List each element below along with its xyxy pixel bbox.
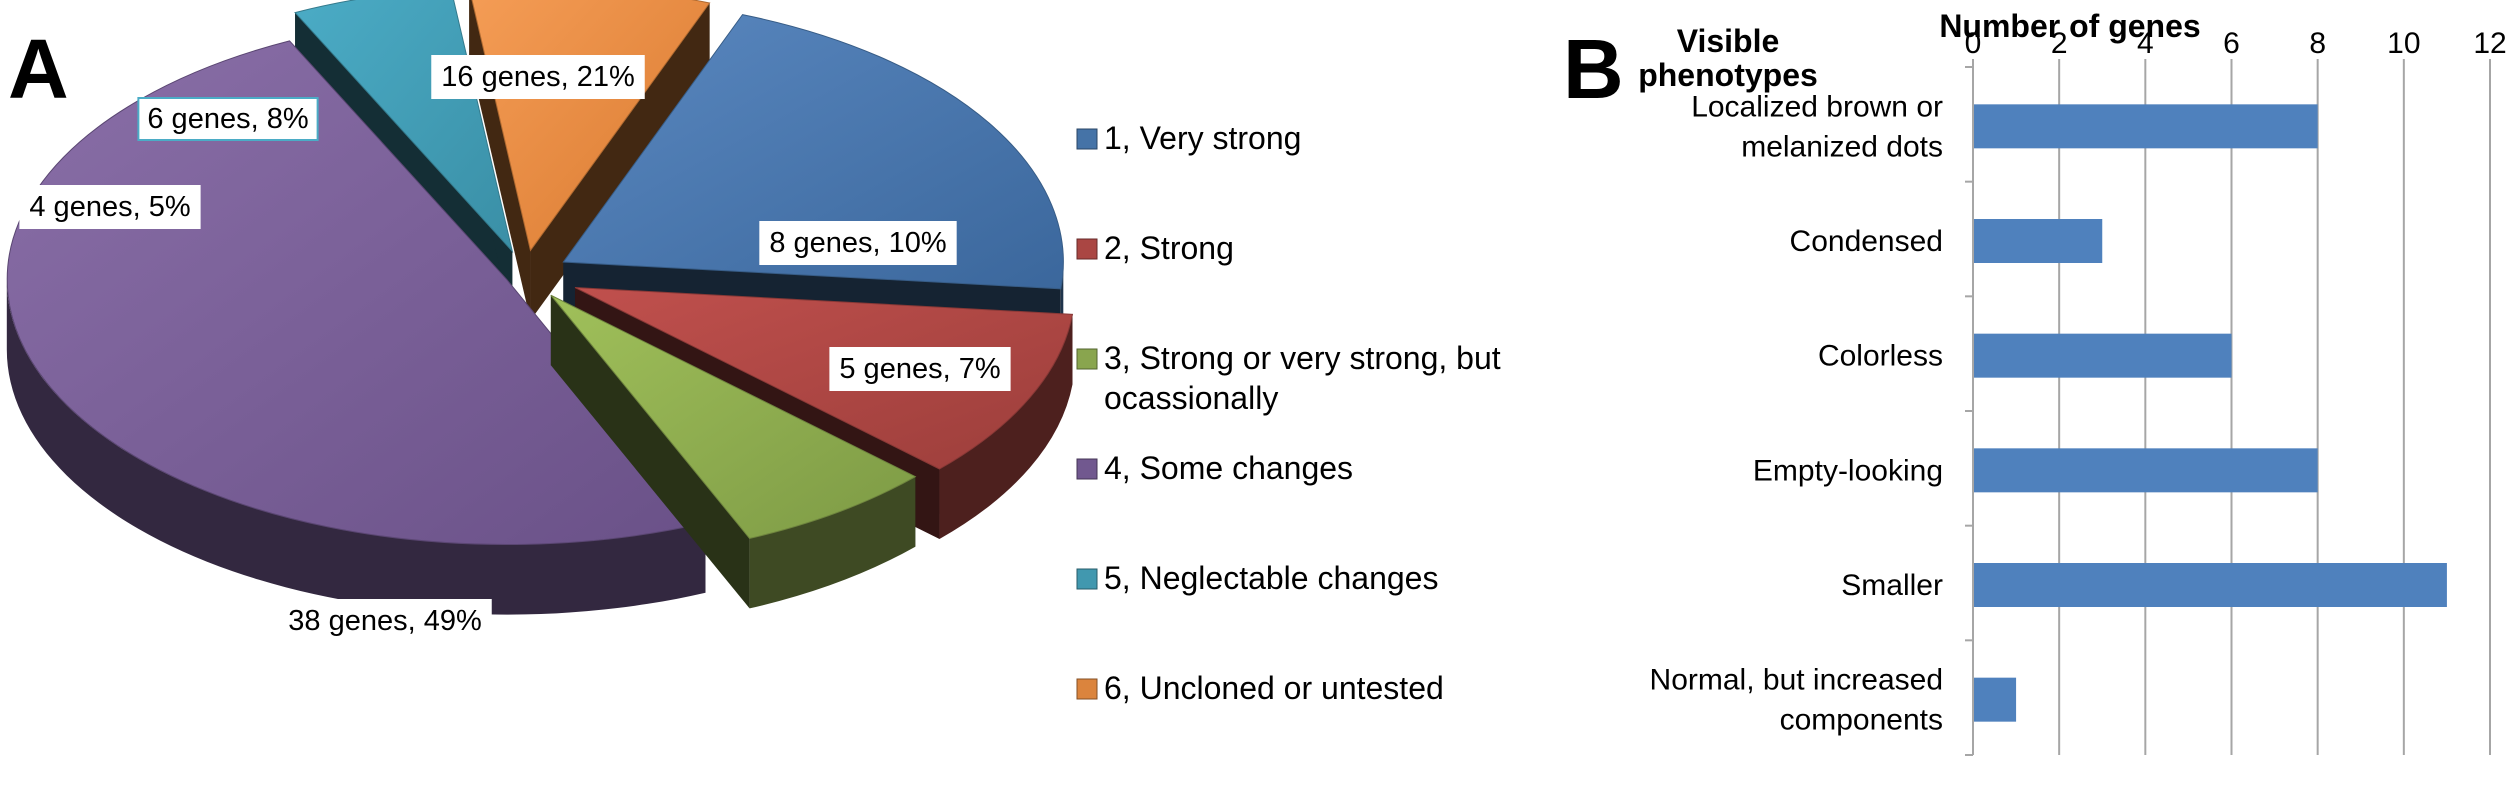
x-tick-label-6: 6 xyxy=(2223,27,2240,60)
legend-label-3-line-1: 3, Strong or very strong, but xyxy=(1104,340,1501,376)
bar-4 xyxy=(1974,448,2318,493)
pie-slice-label-2: 8 genes, 10% xyxy=(759,221,957,265)
bar-1 xyxy=(1974,104,2318,149)
legend-item-2: 2, Strong xyxy=(1076,230,1234,266)
x-tick-label-12: 12 xyxy=(2473,27,2506,60)
pie-slice-label-4: 38 genes, 49% xyxy=(278,599,492,643)
svg-text:38 genes, 49%: 38 genes, 49% xyxy=(288,605,481,637)
legend-label-3-line-2: ocassionally xyxy=(1104,380,1278,416)
legend-label-6: 6, Uncloned or untested xyxy=(1104,670,1444,706)
panel-letter-b: B xyxy=(1563,22,1624,116)
legend-label-4: 4, Some changes xyxy=(1104,450,1353,486)
legend-swatch-4 xyxy=(1076,458,1098,480)
svg-text:16 genes, 21%: 16 genes, 21% xyxy=(441,61,634,93)
x-tick-label-2: 2 xyxy=(2051,27,2068,60)
legend-item-4: 4, Some changes xyxy=(1076,450,1353,486)
svg-text:5 genes, 7%: 5 genes, 7% xyxy=(839,353,1000,385)
category-label-1-line-1: Localized brown or xyxy=(1691,90,1943,123)
pie-slice-label-3: 5 genes, 7% xyxy=(829,347,1011,391)
svg-text:8 genes, 10%: 8 genes, 10% xyxy=(769,227,946,259)
category-label-3: Colorless xyxy=(1818,340,1943,373)
x-tick-label-8: 8 xyxy=(2309,27,2326,60)
panel-letter-a: A xyxy=(8,22,69,116)
legend-swatch-3 xyxy=(1076,348,1098,370)
pie-chart: 16 genes, 21% 8 genes, 10% 5 genes, 7% 38 g… xyxy=(6,0,1074,643)
pie-slice-label-6: 6 genes, 8% xyxy=(137,97,319,141)
legend-item-3: 3, Strong or very strong, but ocassionall… xyxy=(1076,340,1501,416)
category-axis-header-line-1: Visible xyxy=(1677,23,1780,59)
legend-item-6: 6, Uncloned or untested xyxy=(1076,670,1444,706)
x-tick-label-0: 0 xyxy=(1965,27,1982,60)
legend-swatch-5 xyxy=(1076,568,1098,590)
x-axis-title: Number of genes xyxy=(1939,8,2200,44)
category-label-5: Smaller xyxy=(1841,569,1943,602)
legend-label-2: 2, Strong xyxy=(1104,230,1234,266)
category-label-1-line-2: melanized dots xyxy=(1741,130,1943,163)
legend-label-5: 5, Neglectable changes xyxy=(1104,560,1438,596)
legend-swatch-6 xyxy=(1076,678,1098,700)
pie-slice-label-1: 16 genes, 21% xyxy=(431,55,645,99)
bar-3 xyxy=(1974,333,2232,378)
pie-slice-label-5: 4 genes, 5% xyxy=(19,185,201,229)
category-label-4: Empty-looking xyxy=(1753,454,1943,487)
category-axis-header-line-2: phenotypes xyxy=(1638,57,1818,93)
bar-5 xyxy=(1974,563,2447,607)
svg-text:4 genes, 5%: 4 genes, 5% xyxy=(29,191,190,223)
legend-item-1: 1, Very strong xyxy=(1076,120,1301,156)
bar-2 xyxy=(1974,219,2103,263)
category-label-2: Condensed xyxy=(1790,225,1943,258)
x-tick-label-4: 4 xyxy=(2137,27,2154,60)
legend-swatch-2 xyxy=(1076,238,1098,260)
bar-6 xyxy=(1974,677,2017,722)
legend-label-1: 1, Very strong xyxy=(1104,120,1301,156)
legend-item-5: 5, Neglectable changes xyxy=(1076,560,1438,596)
category-label-6-line-1: Normal, but increased xyxy=(1650,664,1943,697)
legend-swatch-1 xyxy=(1076,128,1098,150)
svg-text:6 genes, 8%: 6 genes, 8% xyxy=(147,103,308,135)
bar-chart: Visible phenotypes Number of genes 0 2 4 6 8… xyxy=(1638,8,2507,756)
pie-slice-3 xyxy=(550,294,917,609)
x-tick-label-10: 10 xyxy=(2387,27,2420,60)
pie-legend: 1, Very strong 2, Strong 3, Strong or very… xyxy=(1076,120,1501,706)
category-label-6-line-2: components xyxy=(1780,704,1943,737)
